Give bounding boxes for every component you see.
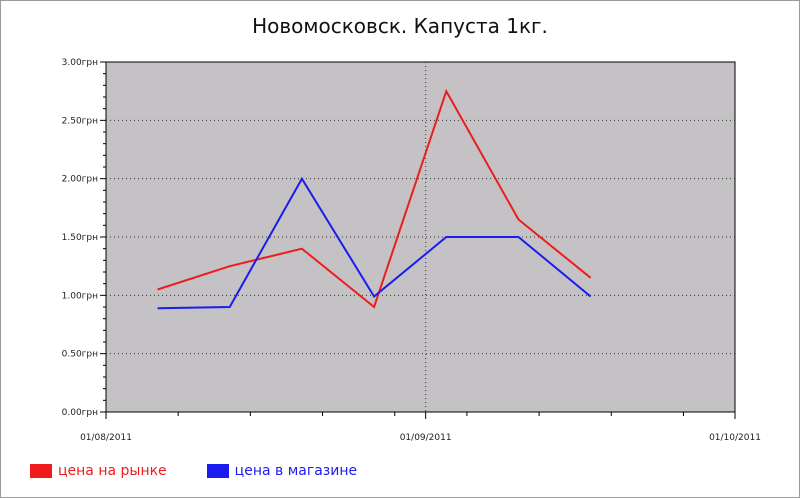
x-tick-label: 01/10/2011 bbox=[709, 433, 761, 443]
y-tick-label: 2.00грн bbox=[62, 175, 98, 185]
y-tick-label: 0.00грн bbox=[62, 408, 98, 418]
legend-swatch bbox=[206, 464, 229, 478]
grid-lines bbox=[106, 62, 735, 412]
axes: 0.00грн 0.50грн 1.00грн 1.50грн 2.00грн 2.50г… bbox=[62, 58, 761, 443]
y-tick-label: 1.50грн bbox=[62, 233, 98, 243]
series-line-2 bbox=[157, 176, 592, 310]
legend-item-2: цена в магазине bbox=[206, 463, 358, 479]
y-tick-label: 0.50грн bbox=[62, 350, 98, 360]
y-tick-label: 1.00грн bbox=[62, 291, 98, 301]
y-tick-label: 3.00грн bbox=[62, 58, 98, 68]
x-tick-label: 01/08/2011 bbox=[80, 433, 132, 443]
y-tick-label: 2.50грн bbox=[62, 116, 98, 126]
legend-label: цена на рынке bbox=[58, 463, 167, 479]
chart-title: Новомосковск. Капуста 1кг. bbox=[252, 14, 548, 38]
legend-swatch bbox=[30, 464, 52, 478]
legend-item-1: цена на рынке bbox=[30, 463, 167, 479]
legend-label: цена в магазине bbox=[234, 463, 358, 479]
series-line-1 bbox=[157, 88, 592, 309]
plot-area bbox=[105, 61, 736, 413]
x-tick-label: 01/09/2011 bbox=[400, 433, 452, 443]
series-lines bbox=[157, 88, 592, 310]
legend: цена на рынке цена в магазине bbox=[30, 461, 397, 481]
